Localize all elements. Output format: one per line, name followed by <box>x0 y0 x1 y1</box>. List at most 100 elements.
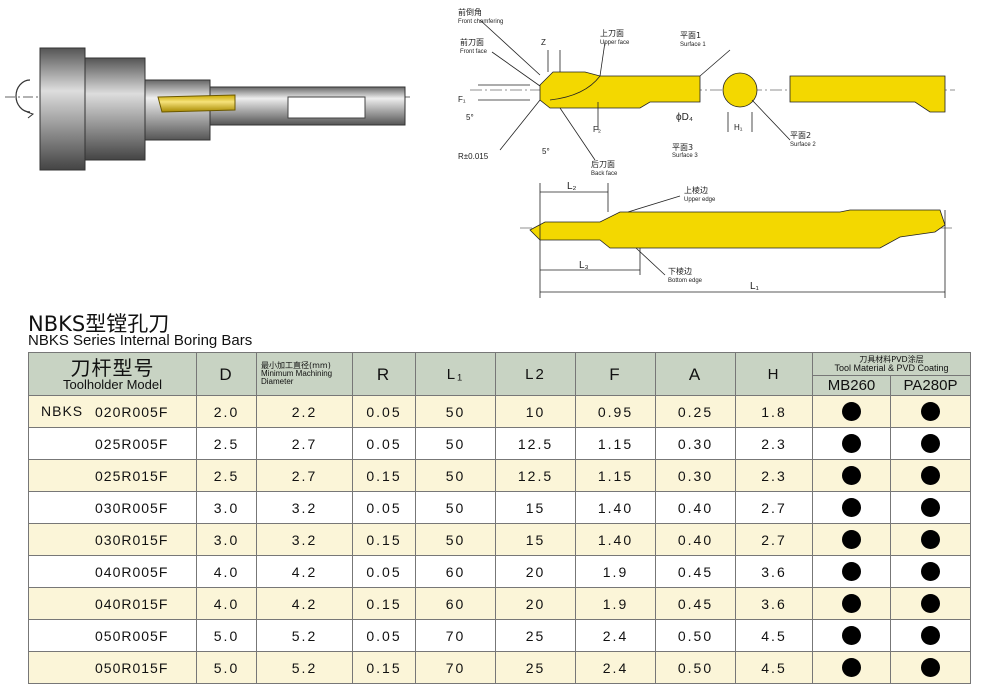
value-cell: 25 <box>495 619 576 652</box>
label: Front chamfering <box>458 19 503 25</box>
availability-dot <box>921 530 940 549</box>
label: Bottom edge <box>668 278 703 284</box>
value-cell: 0.40 <box>655 491 736 524</box>
value-cell: 2.7 <box>256 459 353 492</box>
header-text: 最小加工直径(mm) <box>261 361 331 370</box>
value-cell: 5.2 <box>256 619 353 652</box>
value-cell: 0.15 <box>352 523 416 556</box>
availability-cell <box>812 619 891 652</box>
value-cell: 3.6 <box>735 555 813 588</box>
header-text: Diameter <box>261 377 294 386</box>
model-cell: 040R005F <box>28 555 197 588</box>
availability-cell <box>812 555 891 588</box>
availability-dot <box>921 658 940 677</box>
label: 前刀面 <box>460 37 484 47</box>
label: 下棱边 <box>668 266 692 276</box>
value-cell: 1.8 <box>735 395 813 428</box>
header-text: Minimum Machining <box>261 369 333 378</box>
model-code: 050R005F <box>95 627 169 644</box>
header-cell: H <box>735 352 813 396</box>
availability-cell <box>890 427 971 460</box>
model-code: 050R015F <box>95 659 169 676</box>
model-cell: 025R005F <box>28 427 197 460</box>
side-drawing <box>520 183 955 298</box>
value-cell: 0.50 <box>655 651 736 684</box>
availability-cell <box>890 587 971 620</box>
header-text: Toolholder Model <box>62 376 162 392</box>
value-cell: 20 <box>495 555 576 588</box>
availability-dot <box>842 402 861 421</box>
value-cell: 0.05 <box>352 427 416 460</box>
availability-dot <box>842 498 861 517</box>
value-cell: 50 <box>415 459 496 492</box>
availability-dot <box>921 594 940 613</box>
value-cell: 0.05 <box>352 555 416 588</box>
label: 上刀面 <box>600 29 624 38</box>
availability-cell <box>812 459 891 492</box>
value-cell: 1.9 <box>575 555 656 588</box>
value-cell: 0.05 <box>352 491 416 524</box>
header-cell: L₁ <box>415 352 496 396</box>
value-cell: 3.2 <box>256 523 353 556</box>
value-cell: 12.5 <box>495 427 576 460</box>
header-cell: PA280P <box>890 375 971 396</box>
header-text: 刀杆型号 <box>70 355 155 380</box>
value-cell: 2.3 <box>735 427 813 460</box>
header-cell: 刀具材料PVD涂层 Tool Material & PVD Coating <box>812 352 971 376</box>
value-cell: 2.5 <box>196 459 257 492</box>
availability-cell <box>812 491 891 524</box>
model-code: 030R015F <box>95 531 169 548</box>
value-cell: 4.0 <box>196 587 257 620</box>
availability-dot <box>921 466 940 485</box>
availability-cell <box>890 555 971 588</box>
availability-dot <box>842 626 861 645</box>
label: 5° <box>542 147 550 156</box>
value-cell: 0.50 <box>655 619 736 652</box>
value-cell: 3.0 <box>196 523 257 556</box>
label: Surface 3 <box>672 153 698 159</box>
header-cell: MB260 <box>812 375 891 396</box>
drawing-labels: 前倒角 Front chamfering 前刀面 Front face Z 上刀… <box>458 7 816 292</box>
table-row: 050R005F 5.0 5.2 0.05 70 25 2.4 0.50 4.5 <box>28 619 971 652</box>
value-cell: 50 <box>415 395 496 428</box>
label: L₂ <box>567 181 577 192</box>
value-cell: 0.45 <box>655 587 736 620</box>
availability-dot <box>842 658 861 677</box>
label: H₁ <box>734 123 743 132</box>
value-cell: 25 <box>495 651 576 684</box>
availability-dot <box>842 530 861 549</box>
value-cell: 15 <box>495 523 576 556</box>
label: L₁ <box>750 281 760 292</box>
value-cell: 60 <box>415 587 496 620</box>
value-cell: 4.2 <box>256 555 353 588</box>
header-text: Tool Material & PVD Coating <box>834 362 949 373</box>
value-cell: 1.15 <box>575 427 656 460</box>
value-cell: 0.40 <box>655 523 736 556</box>
availability-cell <box>890 523 971 556</box>
availability-cell <box>812 651 891 684</box>
value-cell: 12.5 <box>495 459 576 492</box>
header-cell: L2 <box>495 352 576 396</box>
label: L₃ <box>579 260 589 271</box>
value-cell: 2.0 <box>196 395 257 428</box>
model-prefix: NBKS <box>41 403 84 419</box>
value-cell: 10 <box>495 395 576 428</box>
value-cell: 50 <box>415 491 496 524</box>
drawings: 前倒角 Front chamfering 前刀面 Front face Z 上刀… <box>5 7 955 298</box>
value-cell: 5.2 <box>256 651 353 684</box>
availability-cell <box>890 651 971 684</box>
table-row: 040R015F 4.0 4.2 0.15 60 20 1.9 0.45 3.6 <box>28 587 971 620</box>
table-row: 040R005F 4.0 4.2 0.05 60 20 1.9 0.45 3.6 <box>28 555 971 588</box>
availability-cell <box>890 459 971 492</box>
value-cell: 1.15 <box>575 459 656 492</box>
label: 平面3 <box>672 143 693 152</box>
value-cell: 15 <box>495 491 576 524</box>
availability-cell <box>812 523 891 556</box>
label: Upper face <box>600 40 630 46</box>
model-cell: 040R015F <box>28 587 197 620</box>
model-code: 025R015F <box>95 467 169 484</box>
model-code: 030R005F <box>95 499 169 516</box>
label: ϕD₄ <box>676 112 693 123</box>
table-row: 050R015F 5.0 5.2 0.15 70 25 2.4 0.50 4.5 <box>28 651 971 684</box>
